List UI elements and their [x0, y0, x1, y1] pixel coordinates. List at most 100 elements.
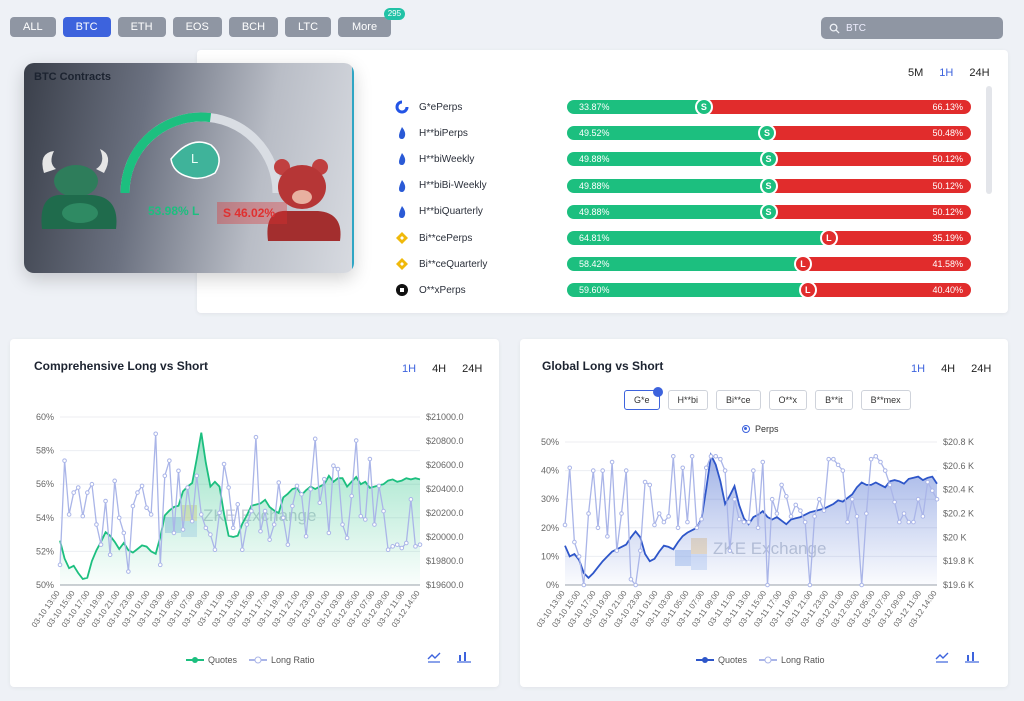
long-ratio-point — [878, 459, 883, 465]
short-segment: 50.12% — [768, 152, 971, 167]
y-left-tick-label: 30% — [541, 494, 559, 504]
long-ratio-point — [689, 454, 695, 459]
coin-tab-eth[interactable]: ETH — [117, 17, 166, 37]
long-ratio-point — [312, 436, 318, 442]
long-ratio-point — [326, 530, 332, 536]
long-segment: 33.87% — [567, 100, 704, 114]
global-period-tabs: 1H 4H 24H — [911, 363, 991, 375]
long-ratio-point — [864, 511, 869, 516]
global-period-4h[interactable]: 4H — [941, 363, 956, 375]
long-ratio-point — [262, 508, 268, 514]
exchange-row[interactable]: H**biPerps — [395, 125, 559, 141]
exchange-row[interactable]: H**biBi-Weekly — [395, 178, 559, 194]
global-chart[interactable]: 50% 40% 30% 20% 10% 0% $20.8 K $20.6 K $20.4 K $2… — [520, 339, 1008, 687]
y-right-tick-label: $20200.0 — [426, 508, 464, 518]
long-ratio-point — [798, 508, 803, 513]
line-chart-icon[interactable] — [427, 651, 441, 663]
period-1h[interactable]: 1H — [939, 67, 954, 79]
long-ratio-point — [62, 458, 67, 463]
global-period-24h[interactable]: 24H — [971, 363, 992, 375]
global-legend-quotes[interactable]: Quotes — [696, 655, 747, 665]
coin-tab-all[interactable]: ALL — [10, 17, 56, 37]
filter-gate[interactable]: G*e — [624, 387, 663, 410]
filter-huobi[interactable]: H**bi — [667, 390, 709, 410]
coin-tab-ltc[interactable]: LTC — [285, 17, 332, 37]
long-ratio-point — [699, 516, 704, 522]
legend-quotes[interactable]: Quotes — [186, 655, 237, 665]
y-right-tick-label: $20600.0 — [426, 460, 464, 470]
period-24h[interactable]: 24H — [969, 67, 990, 79]
coin-tab-more[interactable]: More 295 — [338, 8, 406, 37]
long-ratio-point — [294, 483, 300, 489]
filter-bybit[interactable]: B**it — [815, 390, 853, 410]
long-ratio-point — [746, 519, 751, 525]
legend-long-ratio-label: Long Ratio — [271, 655, 315, 665]
legend-long-ratio[interactable]: Long Ratio — [249, 655, 315, 665]
perps-radio-label: Perps — [755, 424, 779, 434]
long-ratio-point — [80, 513, 86, 519]
long-short-ratio-bar: 59.60% 40.40% L — [567, 281, 971, 300]
long-ratio-point — [703, 465, 709, 471]
long-ratio-point — [217, 510, 222, 516]
exchange-row[interactable]: Bi**cePerps — [395, 230, 559, 246]
long-ratio-point — [349, 493, 354, 499]
y-left-tick-label: 10% — [541, 551, 559, 561]
long-ratio-point — [276, 480, 282, 485]
filter-bitmex[interactable]: B**mex — [860, 390, 911, 410]
comprehensive-period-4h[interactable]: 4H — [432, 363, 447, 375]
short-segment: 50.48% — [767, 126, 971, 141]
long-ratio-point — [638, 548, 643, 553]
comprehensive-chart[interactable]: 60% 58% 56% 54% 52% 50% $21000.0 $20800.0 $20600… — [10, 339, 499, 687]
long-ratio-point — [831, 456, 836, 462]
coin-tab-btc[interactable]: BTC — [62, 17, 111, 37]
global-legend-quotes-label: Quotes — [718, 655, 748, 665]
filter-binance[interactable]: Bi**ce — [716, 390, 761, 410]
y-left-tick-label: 58% — [36, 446, 54, 456]
long-ratio-point — [849, 496, 855, 502]
long-ratio-point — [167, 458, 172, 463]
long-ratio-point — [656, 511, 662, 516]
check-icon — [652, 387, 663, 397]
long-ratio-point — [208, 532, 213, 537]
bear-icon — [267, 159, 341, 241]
y-right-tick-label: $20.2 K — [943, 509, 974, 519]
global-legend-long-ratio[interactable]: Long Ratio — [759, 655, 825, 665]
global-chart-tools — [935, 651, 979, 663]
long-ratio-point — [253, 434, 259, 440]
comprehensive-period-1h[interactable]: 1H — [402, 363, 417, 375]
search-input[interactable] — [846, 22, 996, 34]
short-segment: 41.58% — [803, 257, 971, 272]
short-segment: 50.12% — [768, 178, 971, 193]
long-ratio-point — [235, 502, 241, 507]
coin-tab-eos[interactable]: EOS — [172, 17, 222, 37]
perps-radio[interactable]: Perps — [742, 424, 779, 434]
list-scrollbar[interactable] — [986, 86, 992, 194]
long-segment: 58.42% — [567, 257, 804, 272]
long-ratio-point — [226, 485, 231, 490]
exchange-row[interactable]: G*eP​erps — [395, 99, 559, 115]
filter-okx[interactable]: O**x — [768, 390, 808, 410]
long-ratio-point — [130, 503, 136, 509]
y-left-tick-label: 50% — [541, 437, 559, 447]
search-box[interactable] — [821, 17, 1003, 39]
exchange-row[interactable]: H**biWeekly — [395, 151, 559, 167]
exchange-filter: G*e H**bi Bi**ce O**x B**it B**mex — [624, 387, 911, 410]
y-right-tick-label: $20 K — [943, 532, 967, 542]
global-period-1h[interactable]: 1H — [911, 363, 926, 375]
bar-chart-icon[interactable] — [965, 651, 979, 663]
long-ratio-point — [271, 522, 277, 527]
period-5m[interactable]: 5M — [908, 67, 924, 79]
comprehensive-period-24h[interactable]: 24H — [462, 363, 483, 375]
long-ratio-point — [144, 505, 149, 511]
exchange-row[interactable]: H**biQuarterly — [395, 204, 559, 220]
long-ratio-point — [212, 547, 218, 553]
line-chart-icon[interactable] — [935, 651, 949, 663]
bar-chart-icon[interactable] — [457, 651, 471, 663]
exchange-name: Bi**cePerps — [419, 232, 473, 244]
exchange-row[interactable]: O**xPerps — [395, 282, 559, 298]
long-ratio-point — [244, 522, 250, 527]
long-ratio-point — [148, 512, 154, 517]
coin-tab-bch[interactable]: BCH — [228, 17, 279, 37]
exchange-row[interactable]: Bi**ceQuarterly — [395, 256, 559, 272]
long-ratio-point — [675, 525, 681, 531]
